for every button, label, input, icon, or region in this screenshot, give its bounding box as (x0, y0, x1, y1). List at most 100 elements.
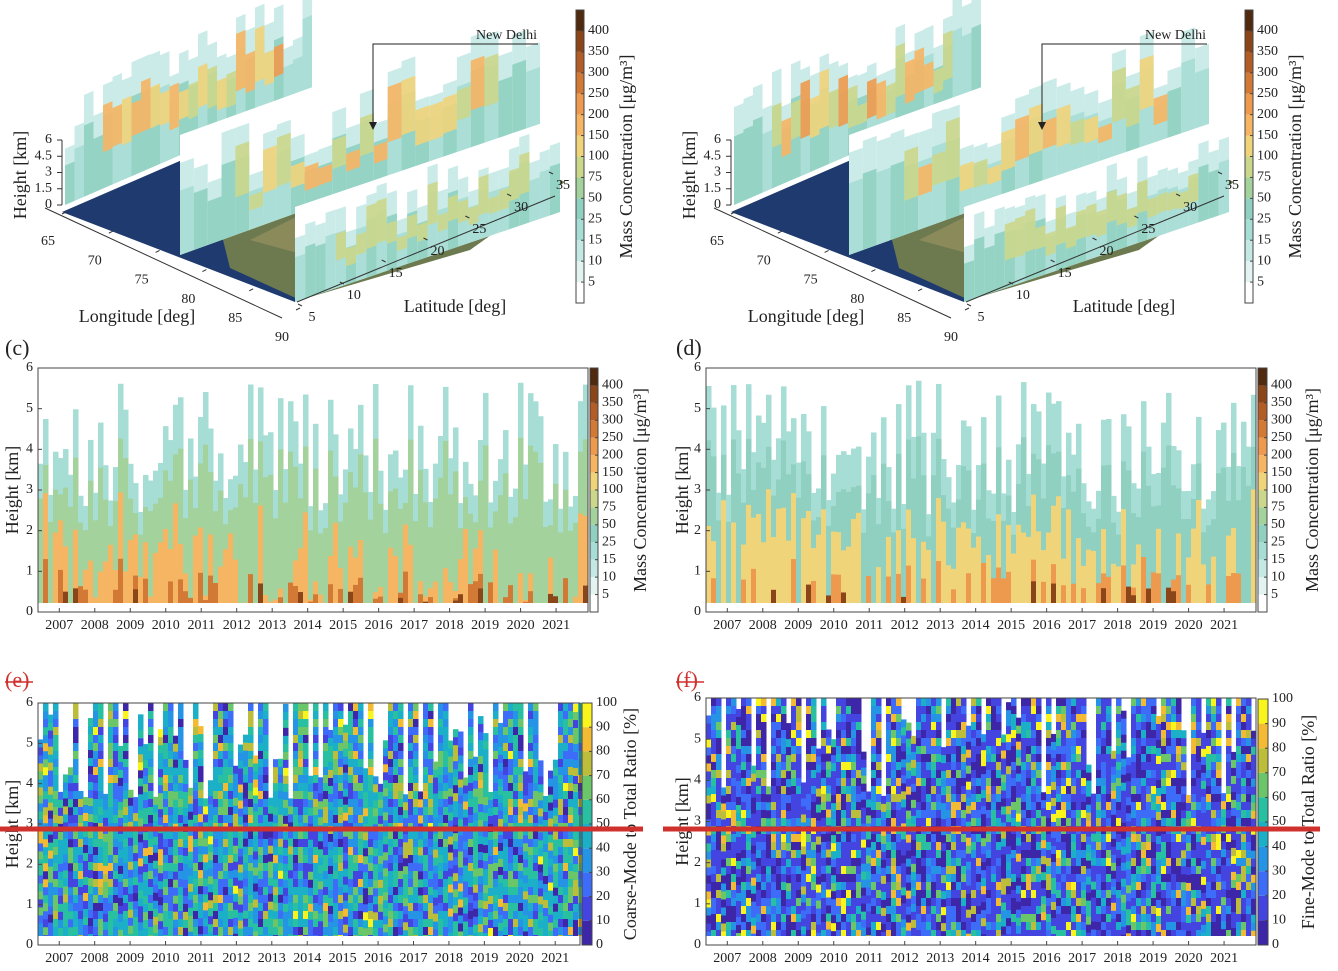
field (373, 598, 379, 603)
field (293, 560, 299, 603)
field (548, 882, 554, 892)
field (193, 855, 199, 864)
field (731, 706, 737, 715)
field (258, 831, 264, 840)
field (263, 831, 269, 840)
field (408, 815, 414, 824)
field (358, 783, 364, 792)
field (403, 818, 409, 827)
field (761, 818, 767, 827)
field (338, 743, 344, 752)
field (428, 767, 434, 776)
field (283, 799, 289, 809)
field (68, 506, 74, 603)
field (118, 785, 124, 795)
field (463, 865, 469, 875)
field (183, 847, 189, 857)
field (408, 767, 414, 776)
field (318, 929, 324, 936)
field (343, 884, 349, 894)
field (353, 751, 359, 760)
field (413, 855, 419, 864)
field (263, 595, 269, 603)
field (756, 810, 762, 819)
x-tick-label: 2012 (223, 618, 251, 633)
field (448, 756, 454, 766)
field (308, 919, 314, 929)
field (328, 801, 334, 811)
field (338, 839, 344, 848)
field (273, 791, 279, 800)
field (53, 847, 59, 856)
field (726, 802, 732, 811)
field (118, 865, 124, 875)
field (771, 778, 777, 787)
field (248, 767, 254, 776)
field (548, 818, 554, 828)
field (368, 791, 374, 800)
field (38, 891, 44, 900)
field (258, 887, 264, 896)
field (796, 834, 802, 843)
field (348, 863, 354, 872)
field (518, 839, 524, 848)
field (318, 889, 324, 898)
field (776, 738, 782, 747)
x-tick (871, 269, 876, 273)
wall-cell (345, 245, 357, 267)
y-tick-label: 25 (1141, 222, 1155, 237)
field (523, 771, 529, 780)
field (213, 751, 219, 760)
field (73, 863, 79, 872)
field (1036, 459, 1042, 603)
field (548, 890, 554, 900)
field (503, 735, 509, 744)
field (523, 601, 529, 603)
field (573, 880, 579, 889)
field (423, 855, 429, 864)
field (1096, 518, 1102, 603)
field (478, 916, 484, 925)
colorbar-segment (1245, 114, 1253, 136)
field (393, 719, 399, 728)
field (63, 886, 69, 895)
field (781, 714, 787, 723)
annotation-line (372, 43, 538, 128)
field (213, 887, 219, 896)
field (288, 878, 294, 887)
field (736, 781, 742, 790)
field (248, 759, 254, 768)
field (573, 864, 579, 873)
field (731, 722, 737, 731)
field (746, 842, 752, 851)
field (273, 599, 279, 603)
field (323, 839, 329, 848)
field (143, 928, 149, 936)
field (228, 751, 234, 760)
field (88, 798, 94, 807)
field (568, 775, 574, 784)
field (383, 852, 389, 861)
colorbar-tick-label: 75 (588, 170, 602, 185)
field (278, 902, 284, 912)
field (263, 477, 269, 603)
field (721, 819, 727, 828)
field (188, 787, 194, 797)
field (796, 746, 802, 755)
field (841, 592, 847, 603)
field (218, 767, 224, 776)
field (383, 900, 389, 909)
field (786, 891, 792, 900)
field (508, 799, 514, 808)
field (293, 791, 299, 800)
field (328, 889, 334, 899)
field (443, 703, 449, 712)
field (438, 815, 444, 824)
field (1121, 509, 1127, 603)
field (791, 890, 797, 899)
field (358, 727, 364, 736)
field (528, 751, 534, 760)
field (538, 816, 544, 825)
colorbar-tick-label: 100 (588, 149, 609, 164)
field (338, 903, 344, 912)
